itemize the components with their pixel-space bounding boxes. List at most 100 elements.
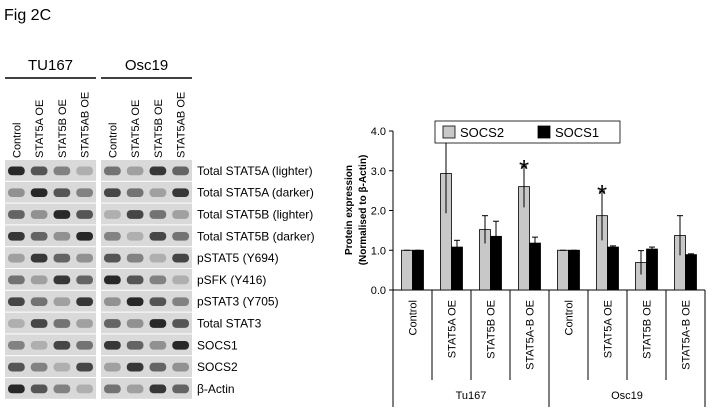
blot-band <box>172 319 189 328</box>
y-axis-label: (Normalised to β-Actin) <box>358 155 369 266</box>
blot-band <box>172 210 189 219</box>
blot-band <box>149 340 167 350</box>
blot-band <box>53 362 71 372</box>
x-tick-label: Control <box>408 300 420 335</box>
blot-band <box>172 166 189 176</box>
blot-band <box>149 384 167 394</box>
blot-row-label: Total STAT5B (lighter) <box>197 208 313 222</box>
blot-strip <box>5 181 96 203</box>
blot-band <box>76 297 93 307</box>
blot-band <box>172 188 189 198</box>
blot-band <box>8 297 25 307</box>
lane-label: STAT5AB OE <box>176 92 188 158</box>
significance-star: * <box>597 179 607 209</box>
blot-band <box>104 166 121 176</box>
blot-row-label: Total STAT5A (darker) <box>197 186 314 200</box>
blot-band <box>126 166 144 176</box>
blot-band <box>30 297 48 307</box>
lane-label: Control <box>11 123 23 158</box>
legend-label: SOCS2 <box>460 125 504 140</box>
blot-band <box>30 362 48 372</box>
blot-band <box>76 340 93 350</box>
blot-band <box>104 362 121 372</box>
blot-band <box>126 275 144 285</box>
blot-band <box>76 188 93 198</box>
blot-band <box>172 231 189 241</box>
blot-band <box>53 166 71 176</box>
blot-band <box>172 362 189 372</box>
blot-band <box>126 384 144 394</box>
blot-band <box>8 210 25 219</box>
blot-band <box>126 297 144 307</box>
blot-row-label: pSFK (Y416) <box>197 273 266 287</box>
blot-strip <box>101 378 192 399</box>
blot-strip <box>101 225 192 247</box>
blot-band <box>149 253 167 263</box>
blot-band <box>149 210 167 219</box>
blot-group-label: Osc19 <box>125 57 168 74</box>
x-tick-label: STAT5B OE <box>486 300 498 359</box>
blot-band <box>76 384 93 394</box>
bar <box>646 248 658 291</box>
blot-strip <box>5 225 96 247</box>
blot-row-label: SOCS2 <box>197 360 238 374</box>
y-axis-label: Protein expression <box>344 165 355 255</box>
blot-band <box>8 362 25 372</box>
blot-strip <box>101 290 192 312</box>
blot-band <box>172 384 189 394</box>
blot-band <box>126 210 144 219</box>
blot-band <box>8 275 25 285</box>
blot-band <box>149 319 167 328</box>
blot-band <box>8 319 25 328</box>
x-tick-label: Control <box>564 300 576 335</box>
blot-strip <box>101 269 192 290</box>
blot-row-label: β-Actin <box>197 382 235 396</box>
significance-star: * <box>519 154 529 184</box>
bar <box>557 249 569 291</box>
blot-strip <box>101 356 192 377</box>
blot-band <box>30 166 48 176</box>
lane-label: STAT5A OE <box>34 100 46 158</box>
blot-band <box>8 188 25 198</box>
blot-strip <box>5 269 96 290</box>
y-tick-label: 4.0 <box>371 126 386 138</box>
blot-band <box>53 253 71 263</box>
blot-band <box>104 253 121 263</box>
blot-band <box>126 362 144 372</box>
blot-band <box>149 166 167 176</box>
blot-band <box>172 275 189 285</box>
blot-band <box>104 231 121 241</box>
x-group-label: Tu167 <box>456 390 487 402</box>
blot-strip <box>101 203 192 225</box>
blot-band <box>104 275 121 285</box>
blot-group-label: TU167 <box>28 57 73 74</box>
x-group-label: Osc19 <box>611 390 643 402</box>
blot-band <box>53 231 71 241</box>
figure-label: Fig 2C <box>4 7 51 24</box>
blot-band <box>8 231 25 241</box>
legend-label: SOCS1 <box>555 125 599 140</box>
y-tick-label: 2.0 <box>371 206 386 218</box>
blot-band <box>149 297 167 307</box>
blot-band <box>30 253 48 263</box>
blot-band <box>76 319 93 328</box>
blot-band <box>126 231 144 241</box>
blot-band <box>53 384 71 394</box>
blot-strip <box>5 356 96 377</box>
blot-band <box>53 297 71 307</box>
blot-band <box>104 210 121 219</box>
lane-label: STAT5A OE <box>130 100 142 158</box>
bar <box>568 249 580 291</box>
blot-band <box>8 384 25 394</box>
blot-band <box>30 275 48 285</box>
x-tick-label: STAT5A-B OE <box>525 300 537 370</box>
bar <box>412 249 424 291</box>
lane-label: STAT5B OE <box>153 99 165 158</box>
blot-strip <box>101 334 192 356</box>
y-tick-label: 3.0 <box>371 166 386 178</box>
lane-label: STAT5AB OE <box>80 92 92 158</box>
blot-band <box>104 384 121 394</box>
blot-band <box>126 188 144 198</box>
